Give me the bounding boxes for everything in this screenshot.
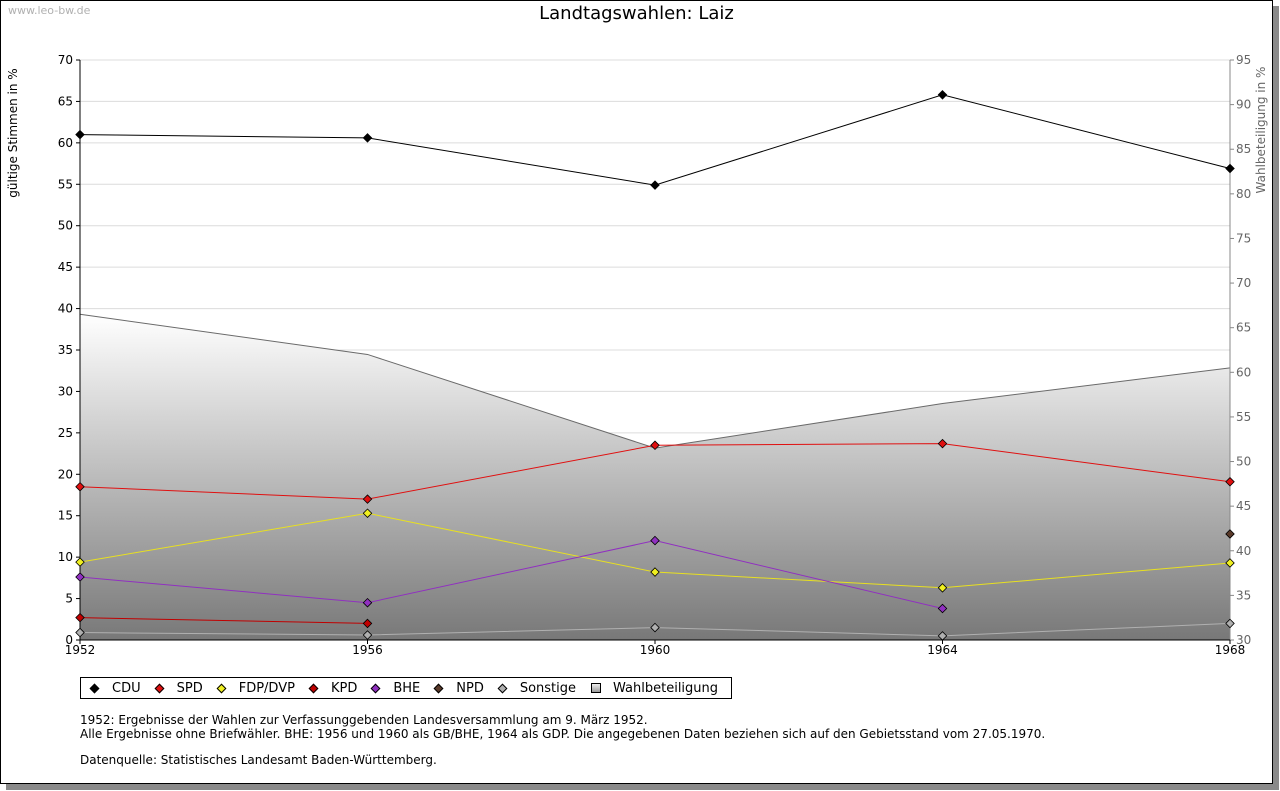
legend-item-kpd: KPD (308, 680, 358, 696)
legend-label: FDP/DVP (238, 680, 295, 696)
footnote-1: 1952: Ergebnisse der Wahlen zur Verfassu… (80, 713, 648, 727)
y-tick-label-left: 40 (58, 302, 73, 316)
legend-item-bhe: BHE (370, 680, 421, 696)
x-tick-label: 1956 (352, 643, 383, 657)
y-tick-label-left: 50 (58, 219, 73, 233)
footnote-2: Alle Ergebnisse ohne Briefwähler. BHE: 1… (80, 727, 1046, 741)
data-source: Datenquelle: Statistisches Landesamt Bad… (80, 753, 437, 767)
x-tick-label: 1952 (65, 643, 96, 657)
footnotes: 1952: Ergebnisse der Wahlen zur Verfassu… (80, 713, 1045, 741)
data-point-cdu (1225, 163, 1235, 174)
data-point-cdu (937, 90, 948, 100)
legend-marker-icon (216, 683, 227, 693)
y-tick-label-right: 50 (1236, 455, 1251, 469)
data-point-sonstige (75, 627, 85, 638)
data-point-spd (75, 481, 85, 492)
chart-title: Landtagswahlen: Laiz (539, 3, 734, 24)
y-tick-label-right: 75 (1236, 231, 1251, 245)
y-tick-label-right: 95 (1236, 53, 1251, 67)
legend-marker-icon (433, 683, 444, 693)
legend-label: Sonstige (519, 680, 577, 696)
data-point-kpd (75, 612, 85, 623)
y-tick-label-left: 25 (58, 426, 73, 440)
y-tick-label-left: 0 (65, 633, 73, 647)
data-point-kpd (362, 618, 373, 629)
data-point-cdu (362, 133, 373, 143)
data-point-sonstige (937, 631, 948, 641)
legend-label: SPD (176, 680, 203, 696)
y-tick-label-right: 35 (1236, 588, 1251, 602)
series-line-bhe (79, 540, 943, 610)
y-tick-label-left: 10 (58, 550, 73, 564)
data-point-bhe (75, 572, 85, 582)
y-tick-label-left: 60 (58, 136, 73, 150)
data-point-bhe (650, 535, 660, 546)
y-tick-label-right: 90 (1236, 98, 1251, 112)
data-point-bhe (362, 597, 373, 608)
legend-label: CDU (112, 680, 141, 696)
y-tick-label-left: 15 (58, 509, 73, 523)
turnout-area (80, 314, 1230, 640)
data-point-sonstige (1225, 618, 1235, 629)
data-point-fdpdvp (937, 583, 948, 593)
y-tick-label-left: 30 (58, 384, 73, 398)
series-line-cdu (79, 94, 1231, 186)
legend-label: Wahlbeteiligung (613, 680, 719, 696)
x-tick-label: 1964 (927, 643, 958, 657)
x-tick-label: 1960 (640, 643, 671, 657)
legend-label: NPD (456, 680, 484, 696)
data-point-bhe (937, 603, 948, 614)
y-tick-label-right: 65 (1236, 321, 1251, 335)
y-tick-label-left: 65 (58, 94, 73, 108)
data-point-spd (650, 440, 660, 451)
legend-marker-icon (89, 683, 100, 693)
data-point-npd (1225, 529, 1235, 539)
legend-label: KPD (330, 680, 358, 696)
data-point-sonstige (362, 630, 373, 640)
frame-shadow-right (1273, 6, 1279, 790)
data-point-spd (1225, 476, 1235, 487)
y-tick-label-left: 45 (58, 260, 73, 274)
y-tick-label-left: 5 (65, 592, 73, 606)
chart-plot: 0 5 10 15 20 25 30 35 40 45 50 55 60 65 70 30 35 40 45 50 55… (58, 53, 1252, 657)
frame-shadow-bottom (6, 784, 1279, 790)
y-tick-label-right: 60 (1236, 365, 1251, 379)
data-point-sonstige (650, 622, 660, 633)
legend-item-npd: NPD (433, 680, 484, 696)
series-line-kpd (79, 617, 368, 624)
y-tick-label-right: 40 (1236, 544, 1251, 558)
data-point-cdu (75, 129, 85, 140)
y-tick-label-left: 20 (58, 467, 73, 481)
data-point-fdpdvp (1225, 558, 1235, 568)
data-point-cdu (650, 180, 660, 190)
y-tick-label-right: 45 (1236, 499, 1251, 513)
data-point-spd (362, 494, 373, 504)
legend-item-sonstige: Sonstige (497, 680, 577, 696)
watermark: www.leo-bw.de (8, 4, 91, 17)
y-tick-label-left: 35 (58, 343, 73, 357)
data-point-spd (937, 438, 948, 449)
legend: CDU SPD FDP/DVP KPD BHE NPD Sonstige Wahlbeteil… (80, 677, 733, 699)
y-tick-label-right: 30 (1236, 633, 1251, 647)
y-tick-label-left: 55 (58, 177, 73, 191)
legend-area-icon (591, 683, 602, 693)
legend-label: BHE (393, 680, 421, 696)
legend-item-cdu: CDU (89, 680, 141, 696)
data-point-fdpdvp (362, 508, 373, 518)
y-tick-label-left: 70 (58, 53, 73, 67)
x-tick-label: 1968 (1215, 643, 1246, 657)
y-tick-label-right: 85 (1236, 142, 1251, 156)
legend-marker-icon (308, 683, 319, 693)
legend-item-wahlbeteiligung: Wahlbeteiligung (591, 681, 718, 696)
legend-item-fdpdvp: FDP/DVP (216, 680, 295, 696)
data-point-fdpdvp (75, 557, 85, 567)
legend-marker-icon (154, 683, 165, 693)
y-tick-label-right: 80 (1236, 187, 1251, 201)
y-tick-label-right: 55 (1236, 410, 1251, 424)
legend-item-spd: SPD (154, 680, 203, 696)
data-point-fdpdvp (650, 567, 660, 577)
legend-marker-icon (497, 683, 508, 693)
legend-marker-icon (370, 683, 381, 693)
y-tick-label-right: 70 (1236, 276, 1251, 290)
